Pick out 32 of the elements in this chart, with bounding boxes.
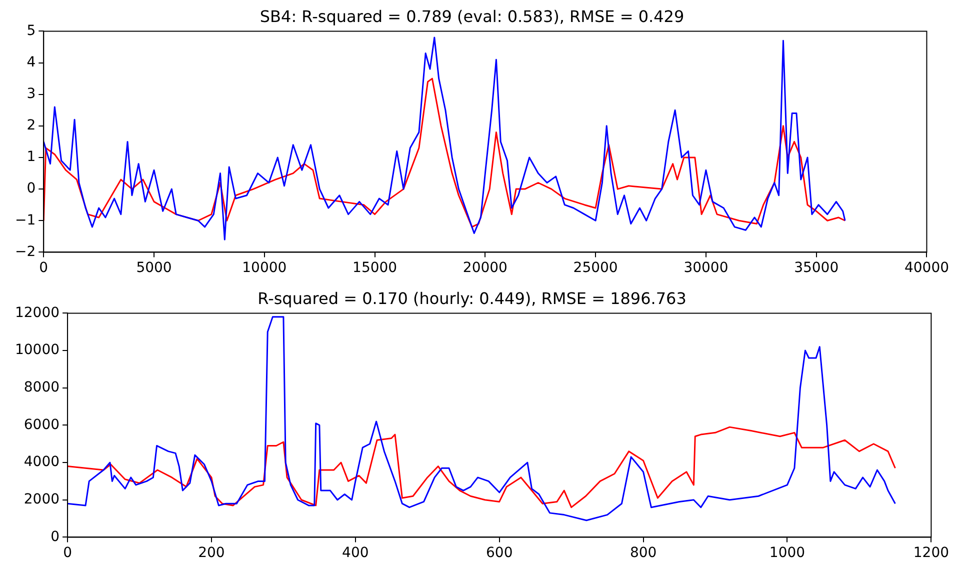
x-tick-label: 1000 [769,545,806,562]
x-tick-label: 600 [486,545,513,562]
y-tick-label: −2 [14,244,36,260]
y-tick-label: −1 [14,212,36,228]
x-tick-label: 15000 [352,260,398,276]
x-tick-label: 5000 [136,260,172,276]
x-tick-label: 25000 [573,260,618,276]
y-tick-label: 2000 [24,492,60,508]
x-tick-label: 1200 [913,545,950,562]
x-tick-label: 20000 [462,260,508,276]
y-tick-label: 0 [26,180,36,197]
y-tick-label: 8000 [24,380,60,396]
y-tick-label: 2 [26,118,36,134]
y-tick-label: 4 [26,54,36,70]
x-tick-label: 30000 [684,260,728,276]
chart-title: R-squared = 0.170 (hourly: 0.449), RMSE = 1896.763 [258,288,686,308]
x-tick-label: 40000 [904,260,950,276]
chart-title: SB4: R-squared = 0.789 (eval: 0.583), RMSE = 0.429 [260,6,684,26]
x-tick-label: 800 [630,545,657,562]
y-tick-label: 3 [26,86,36,102]
y-tick-label: 5 [26,22,36,39]
x-tick-label: 10000 [242,260,287,276]
y-tick-label: 0 [50,528,60,545]
y-tick-label: 1 [26,149,36,166]
y-tick-label: 10000 [14,342,60,358]
y-tick-label: 12000 [14,304,60,321]
y-tick-label: 4000 [24,454,60,470]
x-tick-label: 200 [198,545,225,562]
x-tick-label: 35000 [794,260,839,276]
x-tick-label: 400 [342,545,369,562]
x-tick-label: 0 [63,545,72,562]
y-tick-label: 6000 [24,416,60,433]
